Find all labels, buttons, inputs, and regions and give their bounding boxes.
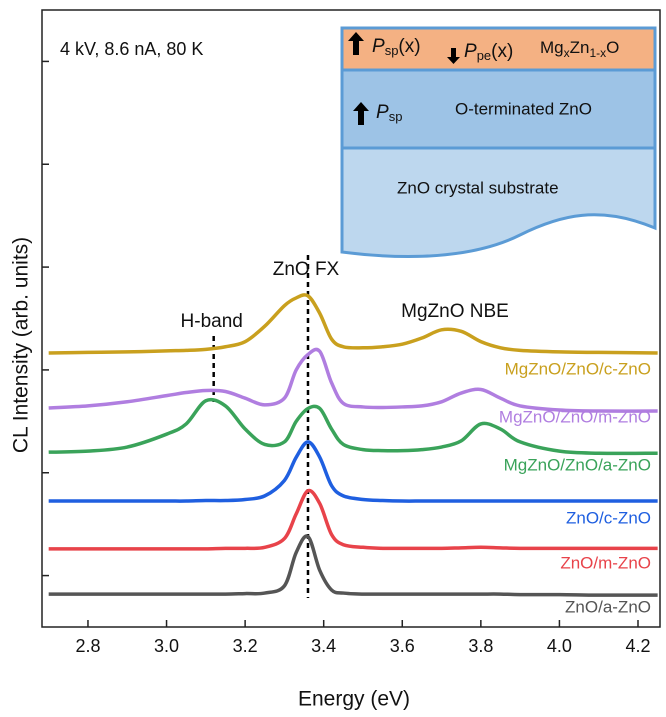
marker-label: H-band [181,311,243,332]
legend-label: ZnO/m-ZnO [560,553,651,572]
legend-label: ZnO/c-ZnO [566,508,651,527]
inset-material: MgxZn1-xO [540,38,619,60]
subscript: sp [389,109,403,124]
condition: 4 kV, 8.6 nA, 80 K [60,39,203,59]
y-axis-label: CL Intensity (arb. units) [10,237,33,453]
symbol: P [376,102,389,123]
element: O [606,38,619,57]
inset: Psp(x) Ppe(x) MgxZn1-xO Psp O-terminated… [342,28,655,257]
chart: Psp(x) Ppe(x) MgxZn1-xO Psp O-terminated… [0,0,666,717]
x-tick-label: 4.2 [625,636,650,656]
argument: (x) [398,36,420,57]
legend-label: MgZnO/ZnO/a-ZnO [504,455,651,474]
legend-label: MgZnO/ZnO/c-ZnO [505,359,651,378]
x-tick-label: 3.0 [154,636,179,656]
series-line [49,295,658,353]
x-tick-label: 3.8 [468,636,493,656]
element: Mg [540,38,564,57]
x-tick-label: 3.2 [233,636,258,656]
legend-label: MgZnO/ZnO/m-ZnO [499,407,651,426]
inset-layer-bottom [342,148,655,257]
x-tick-label: 3.4 [311,636,336,656]
subscript: pe [477,48,491,63]
subscript: sp [385,43,399,58]
symbol: P [372,36,385,57]
inset-label: O-terminated ZnO [455,99,592,118]
annotation: MgZnO NBE [401,301,509,322]
inset-label: ZnO crystal substrate [397,178,559,197]
x-tick-label: 3.6 [390,636,415,656]
symbol: P [464,41,477,62]
x-tick-label: 4.0 [547,636,572,656]
element: Zn [570,38,590,57]
argument: (x) [491,41,513,62]
x-axis-label: Energy (eV) [298,688,410,711]
legend-label: ZnO/a-ZnO [565,597,651,616]
subscript: 1-x [589,46,606,60]
marker-label: ZnO FX [273,259,340,280]
x-tick-label: 2.8 [75,636,100,656]
